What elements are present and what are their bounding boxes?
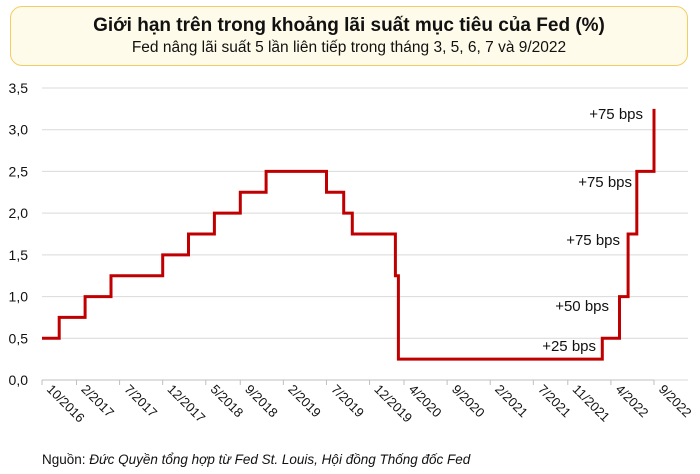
x-tick-label: 7/2021 xyxy=(535,382,574,421)
x-tick-label: 2/2019 xyxy=(285,382,324,421)
annotation-label: +75 bps xyxy=(566,232,620,249)
annotation-label: +50 bps xyxy=(555,298,609,315)
y-tick-label: 2,0 xyxy=(9,205,29,221)
series-line xyxy=(42,108,656,361)
annotations: +25 bps +50 bps +75 bps +75 bps +75 bps xyxy=(542,106,643,355)
series xyxy=(42,108,656,361)
y-tick-label: 0,0 xyxy=(9,372,29,388)
x-tick-label: 7/2017 xyxy=(121,382,160,421)
x-tick-label: 9/2018 xyxy=(242,382,281,421)
x-tick-label: 12/2017 xyxy=(165,382,209,426)
x-tick-label: 2/2021 xyxy=(492,382,531,421)
y-tick-label: 3,5 xyxy=(9,80,29,96)
chart-subtitle: Fed nâng lãi suất 5 lần liên tiếp trong … xyxy=(131,39,567,56)
annotation-label: +75 bps xyxy=(578,174,632,191)
x-tick-label: 5/2018 xyxy=(208,382,247,421)
chart-title: Giới hạn trên trong khoảng lãi suất mục … xyxy=(93,15,605,36)
source-text: Đức Quyền tổng hợp từ Fed St. Louis, Hội… xyxy=(89,452,471,467)
x-tick-label: 4/2022 xyxy=(613,382,652,421)
x-tick-label: 11/2021 xyxy=(570,382,613,425)
annotation-label: +75 bps xyxy=(589,106,643,123)
y-tick-label: 1,5 xyxy=(9,247,29,263)
y-tick-label: 3,0 xyxy=(9,122,29,138)
y-tick-label: 0,5 xyxy=(9,330,29,346)
source-note: Nguồn: Đức Quyền tổng hợp từ Fed St. Lou… xyxy=(42,452,470,467)
y-tick-label: 1,0 xyxy=(9,289,29,305)
source-prefix: Nguồn: xyxy=(42,452,90,467)
annotation-label: +25 bps xyxy=(542,338,596,355)
y-tick-label: 2,5 xyxy=(9,163,29,179)
title-box: Giới hạn trên trong khoảng lãi suất mục … xyxy=(10,6,688,66)
y-axis: 0,0 0,5 1,0 1,5 2,0 2,5 3,0 3,5 xyxy=(9,80,29,388)
x-tick-label: 7/2019 xyxy=(328,382,367,421)
x-tick-label: 9/2022 xyxy=(656,382,695,421)
x-tick-label: 9/2020 xyxy=(449,382,488,421)
